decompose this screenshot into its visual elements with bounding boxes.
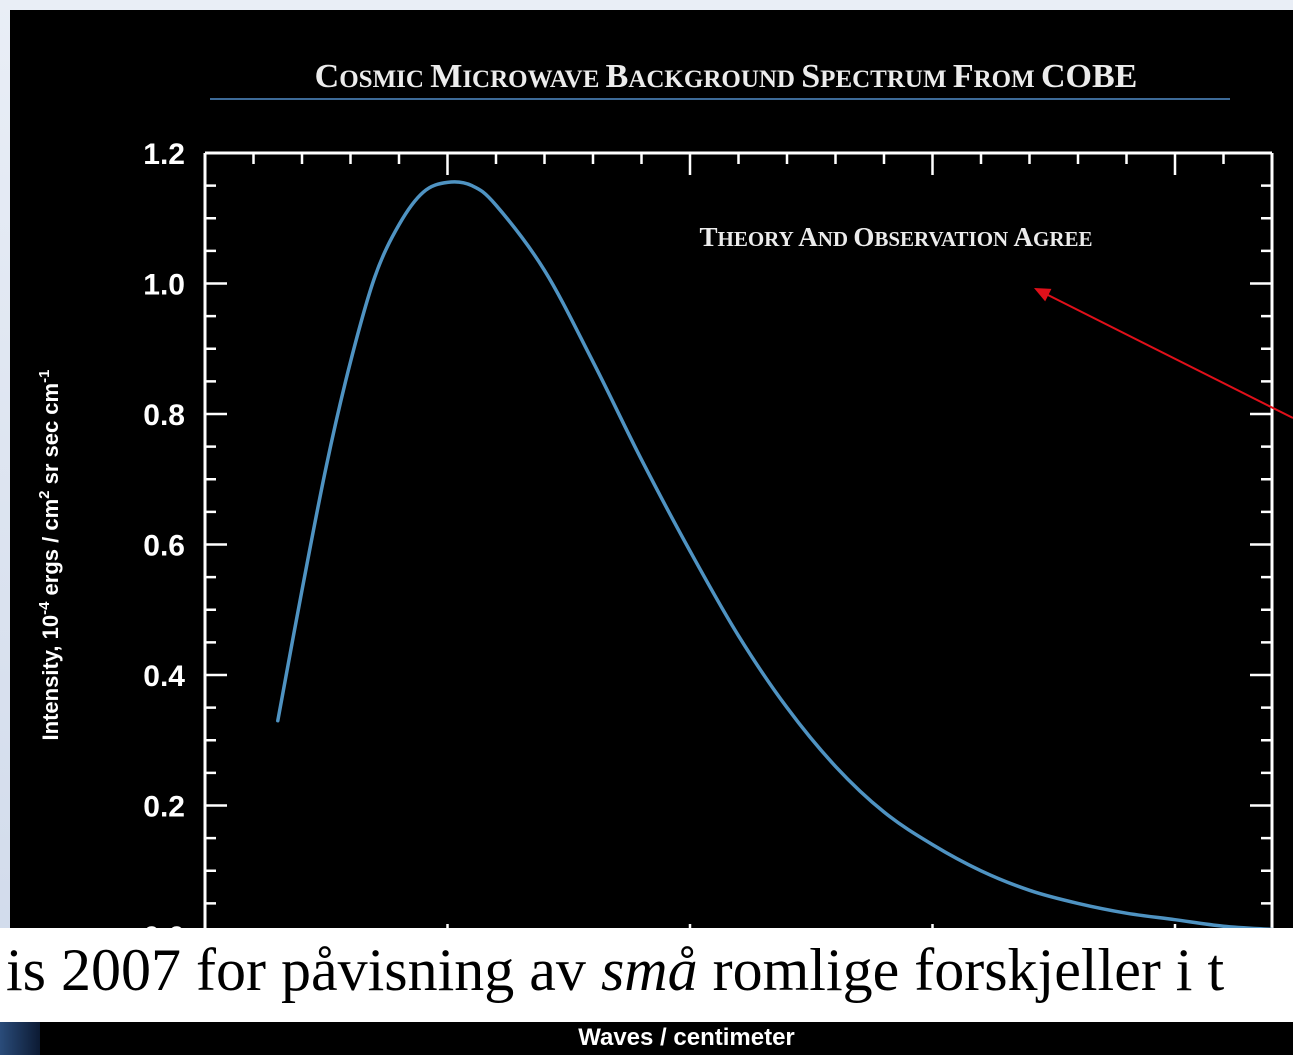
y-tick-label: 0.2 — [143, 791, 185, 824]
y-tick-label: 0.4 — [143, 660, 185, 693]
chart-panel: COSMIC MICROWAVE BACKGROUND SPECTRUM FRO… — [10, 10, 1293, 928]
caption-text-emphasis: små — [600, 937, 698, 1003]
caption-text-before: is 2007 for påvisning av — [6, 937, 601, 1003]
caption-text-after: romlige forskjeller i t — [697, 937, 1225, 1003]
y-tick-label: 1.2 — [143, 138, 185, 171]
chart-svg: COSMIC MICROWAVE BACKGROUND SPECTRUM FRO… — [36, 58, 1293, 928]
y-axis-label-text: Intensity, 10-4 ergs / cm2 sr sec cm-1 — [36, 370, 63, 741]
annotation-arrow-head — [1034, 288, 1052, 302]
chart-title: COSMIC MICROWAVE BACKGROUND SPECTRUM FRO… — [315, 58, 1138, 95]
bottom-strip — [0, 1022, 1293, 1055]
spectrum-line — [276, 180, 1273, 928]
x-axis-label: Waves / centimeter — [578, 1024, 795, 1051]
y-tick-label: 1.0 — [143, 269, 185, 302]
annotation-arrow — [1039, 290, 1293, 419]
y-tick-label: 0.0 — [143, 921, 185, 928]
y-axis-label: Intensity, 10-4 ergs / cm2 sr sec cm-1 — [36, 370, 63, 741]
axes-frame — [203, 151, 1274, 928]
y-tick-label: 0.6 — [143, 530, 185, 563]
y-tick-labels: 0.0 0.2 0.4 0.6 0.8 1.0 1.2 — [143, 138, 185, 928]
slide-caption: is 2007 for påvisning av små romlige for… — [6, 940, 1224, 1000]
caption-band: is 2007 for påvisning av små romlige for… — [0, 928, 1293, 1022]
theory-annotation: THEORY AND OBSERVATION AGREE — [699, 222, 1092, 252]
bottom-strip-accent — [0, 1022, 40, 1055]
y-tick-label: 0.8 — [143, 399, 185, 432]
